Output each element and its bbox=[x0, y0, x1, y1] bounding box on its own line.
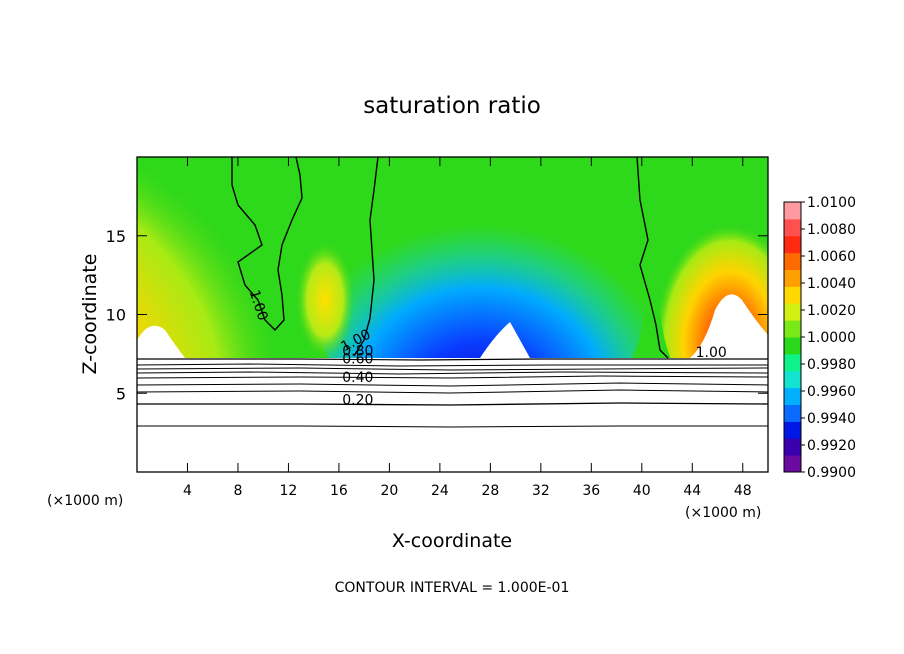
clear-region-left bbox=[137, 325, 185, 358]
x-tick-label: 28 bbox=[481, 483, 499, 499]
x-unit-left: (×1000 m) bbox=[47, 493, 123, 509]
colorbar-swatch bbox=[784, 320, 801, 338]
contour-line-0.10 bbox=[137, 425, 768, 428]
y-tick-label: 10 bbox=[106, 306, 126, 325]
colorbar-swatch bbox=[784, 421, 801, 439]
contour-label: 1.00 bbox=[696, 345, 727, 361]
colorbar-tick-label: 1.0100 bbox=[807, 195, 856, 211]
colorbar-tick-label: 0.9900 bbox=[807, 465, 856, 481]
contour-label: 0.80 bbox=[342, 343, 373, 359]
colorbar-swatch bbox=[784, 370, 801, 389]
colorbar-swatch bbox=[784, 235, 801, 254]
colorbar-swatch bbox=[784, 387, 801, 405]
contour-label: 0.20 bbox=[342, 392, 373, 408]
colorbar-swatch bbox=[784, 218, 801, 237]
x-tick-label: 36 bbox=[582, 483, 600, 499]
colorbar-tick-label: 1.0020 bbox=[807, 303, 856, 319]
colorbar-swatch bbox=[784, 252, 801, 270]
heatmap-field: 1.001.00 1.000.800.600.400.20 bbox=[137, 157, 768, 472]
contour-line-0.30 bbox=[137, 389, 768, 394]
x-tick-label: 16 bbox=[330, 483, 348, 499]
contour-interval-note: CONTOUR INTERVAL = 1.000E-01 bbox=[335, 580, 570, 596]
clear-region-center bbox=[480, 322, 530, 358]
x-tick-label: 4 bbox=[183, 483, 192, 499]
y-tick-label: 15 bbox=[106, 227, 126, 246]
contour-line-1.00-b bbox=[353, 157, 379, 357]
x-tick-label: 12 bbox=[280, 483, 298, 499]
contour-line-0.40 bbox=[137, 382, 768, 387]
x-tick-label: 8 bbox=[233, 483, 242, 499]
contour-label: 0.60 bbox=[342, 351, 373, 367]
y-axis: 5 10 15 bbox=[106, 227, 768, 403]
contour-line-0.70 bbox=[137, 367, 768, 371]
contour-line-0.90 bbox=[137, 358, 768, 361]
colorbar-tick-label: 1.0080 bbox=[807, 222, 856, 238]
colorbar-swatch bbox=[784, 303, 801, 321]
colorbar-swatch bbox=[784, 438, 801, 456]
x-tick-label: 24 bbox=[431, 483, 449, 499]
x-unit-right: (×1000 m) bbox=[685, 505, 761, 521]
x-tick-label: 40 bbox=[633, 483, 651, 499]
contour-line-0.80 bbox=[137, 363, 768, 367]
colorbar-tick-label: 1.0040 bbox=[807, 276, 856, 292]
chart-title: saturation ratio bbox=[363, 93, 541, 119]
clear-region-right bbox=[690, 294, 768, 358]
colorbar-swatch bbox=[784, 353, 801, 372]
x-axis: 4 8 12 16 20 24 28 32 36 40 44 48 bbox=[183, 157, 752, 499]
contour-label: 0.40 bbox=[342, 370, 373, 386]
x-tick-label: 48 bbox=[734, 483, 752, 499]
colorbar-swatch bbox=[784, 202, 801, 220]
x-tick-label: 32 bbox=[532, 483, 550, 499]
colorbar-tick-label: 0.9940 bbox=[807, 411, 856, 427]
contour-line-1.00-a bbox=[231, 157, 303, 332]
contour-line-0.20 bbox=[137, 402, 768, 406]
below-cloud-region bbox=[137, 358, 768, 472]
colorbar-tick-label: 0.9980 bbox=[807, 357, 856, 373]
colorbar-tick-label: 1.0060 bbox=[807, 249, 856, 265]
colorbar-tick-label: 0.9960 bbox=[807, 384, 856, 400]
colorbar-tick-label: 1.0000 bbox=[807, 330, 856, 346]
contour-line-0.60 bbox=[137, 371, 768, 375]
contour-line-1.00-c bbox=[636, 157, 669, 359]
x-tick-label: 44 bbox=[683, 483, 701, 499]
colorbar-swatch bbox=[784, 269, 801, 287]
colorbar-swatch bbox=[784, 286, 801, 304]
colorbar: 1.0100 1.0080 1.0060 1.0040 1.0020 1.0000 0.99… bbox=[783, 195, 856, 481]
colorbar-swatch bbox=[784, 455, 801, 473]
x-axis-label: X-coordinate bbox=[392, 530, 512, 552]
heatmap-yellow-center bbox=[295, 240, 355, 360]
colorbar-tick-label: 0.9920 bbox=[807, 438, 856, 454]
x-tick-label: 20 bbox=[380, 483, 398, 499]
contour-line-0.50 bbox=[137, 375, 768, 379]
colorbar-swatch bbox=[784, 337, 801, 355]
y-tick-label: 5 bbox=[116, 384, 126, 403]
colorbar-swatch bbox=[784, 404, 801, 422]
y-axis-label: Z-coordinate bbox=[79, 254, 101, 375]
